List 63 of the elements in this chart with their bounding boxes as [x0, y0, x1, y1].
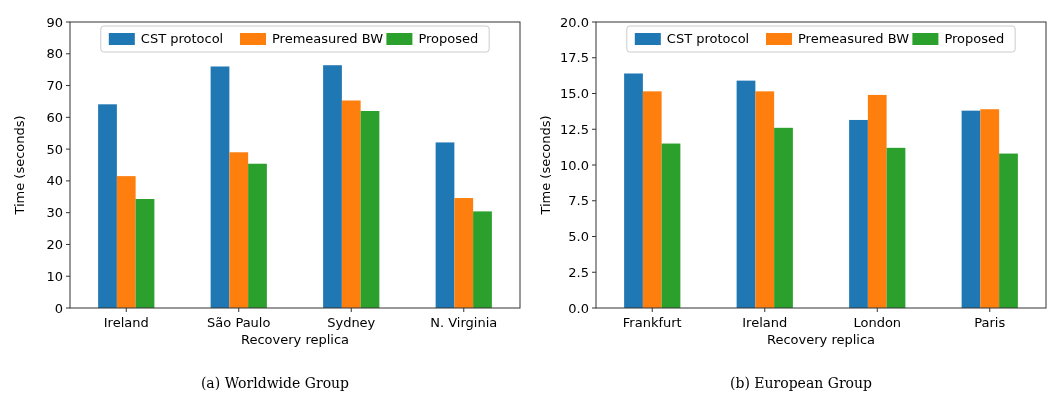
y-tick-label: 20 — [46, 236, 63, 252]
y-tick-label: 10.0 — [560, 157, 589, 173]
legend-label: Premeasured BW — [798, 31, 910, 46]
bar — [624, 73, 643, 308]
x-tick-label: Ireland — [742, 315, 788, 330]
bar — [323, 65, 342, 308]
bar — [980, 109, 1000, 308]
bar — [229, 152, 249, 308]
y-tick-label: 20.0 — [560, 14, 589, 30]
legend-label: CST protocol — [666, 31, 750, 46]
y-tick-label: 60 — [46, 109, 63, 125]
y-tick-label: 0.0 — [568, 300, 589, 316]
y-tick-label: 7.5 — [568, 193, 589, 209]
y-tick-label: 90 — [46, 14, 63, 30]
x-tick-label: Paris — [974, 315, 1006, 330]
bar — [98, 104, 117, 308]
y-tick-label: 17.5 — [560, 50, 589, 66]
text: (b) European Group — [729, 375, 873, 391]
bar — [116, 176, 136, 308]
y-tick-label: 80 — [46, 46, 63, 62]
x-tick-label: Ireland — [103, 315, 149, 330]
legend-label: Proposed — [944, 31, 1005, 46]
x-tick-label: Frankfurt — [622, 315, 682, 330]
bar — [849, 119, 868, 308]
y-tick-label: 50 — [46, 141, 63, 157]
x-axis-title: Recovery replica — [766, 332, 876, 347]
legend-label: Proposed — [418, 31, 479, 46]
x-tick-label: N. Virginia — [430, 315, 498, 330]
bar — [435, 142, 455, 308]
y-tick-label: 12.5 — [560, 121, 589, 137]
bar — [360, 110, 380, 308]
bar — [867, 94, 887, 308]
x-tick-label: São Paulo — [207, 315, 271, 330]
x-tick-label: London — [853, 315, 902, 330]
y-tick-label: 70 — [46, 78, 63, 94]
bar — [961, 110, 981, 308]
bar — [135, 199, 155, 308]
bar — [755, 91, 775, 308]
bar — [661, 143, 681, 308]
bar — [210, 66, 230, 308]
bar — [736, 80, 756, 308]
y-tick-label: 15.0 — [560, 86, 589, 102]
y-tick-label: 30 — [46, 205, 63, 221]
y-tick-label: 10 — [46, 268, 63, 284]
y-axis-title: Time (seconds) — [538, 115, 553, 216]
bar — [642, 91, 662, 308]
x-tick-label: Sydney — [327, 315, 376, 330]
legend-label: Premeasured BW — [272, 31, 384, 46]
y-tick-label: 0 — [54, 300, 63, 316]
bar — [454, 198, 474, 308]
y-tick-label: 5.0 — [568, 229, 589, 245]
bar — [248, 163, 267, 308]
bar — [886, 147, 906, 308]
bar — [341, 100, 361, 308]
x-axis-title: Recovery replica — [240, 332, 350, 347]
y-tick-label: 40 — [46, 173, 63, 189]
bar — [999, 153, 1018, 308]
text: (a) Worldwide Group — [200, 375, 350, 391]
bar — [774, 127, 793, 308]
y-tick-label: 2.5 — [568, 264, 589, 280]
y-axis-title: Time (seconds) — [12, 115, 27, 216]
bar — [473, 211, 492, 308]
legend-label: CST protocol — [140, 31, 224, 46]
